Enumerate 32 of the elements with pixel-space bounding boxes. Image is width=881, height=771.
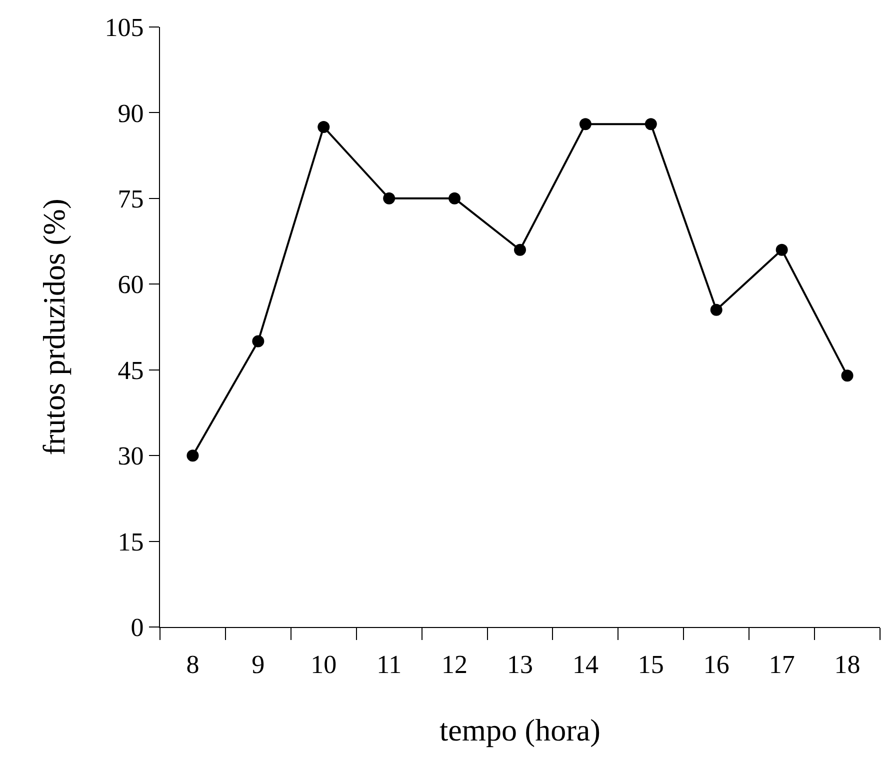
x-tick-label: 9 [252,650,265,680]
point [644,118,657,130]
point [579,118,592,130]
x-tick-label: 10 [310,650,337,680]
x-tick-label: 16 [703,650,730,680]
y-tick-label: 105 [104,13,144,42]
y-tick-label: 15 [118,527,144,556]
y-tick-label: 60 [118,270,144,300]
point [186,450,199,462]
x-tick-label: 15 [638,650,664,680]
point [252,335,264,348]
point [776,244,788,256]
x-tick-label: 12 [442,650,468,680]
x-tick-label: 18 [834,650,860,680]
y-tick-label: 75 [118,184,144,214]
x-tick-label: 13 [507,650,533,680]
point [383,192,396,204]
y-tick-label: 45 [118,356,144,385]
y-tick-label: 30 [118,442,144,471]
y-axis-title: frutos prduzidos (%) [36,198,72,456]
x-tick-label: 14 [572,650,598,680]
y-tick-label: 0 [130,613,144,642]
x-axis-title: tempo (hora) [440,712,600,748]
point [318,121,330,133]
x-tick-label: 11 [376,650,402,680]
point [448,192,461,204]
point [710,304,722,316]
point [514,244,526,256]
y-tick-label: 90 [118,98,144,128]
point [841,370,854,382]
x-tick-label: 8 [186,650,200,680]
x-tick-label: 17 [768,650,795,680]
